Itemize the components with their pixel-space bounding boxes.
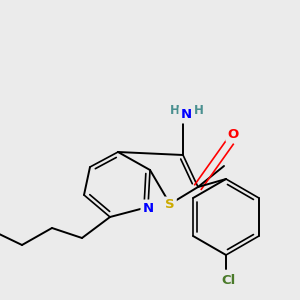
Text: H: H: [170, 104, 180, 118]
Text: S: S: [165, 199, 175, 212]
Text: N: N: [180, 109, 192, 122]
Text: Cl: Cl: [221, 274, 235, 286]
Text: O: O: [227, 128, 239, 140]
Text: H: H: [194, 104, 204, 118]
Text: N: N: [142, 202, 154, 214]
